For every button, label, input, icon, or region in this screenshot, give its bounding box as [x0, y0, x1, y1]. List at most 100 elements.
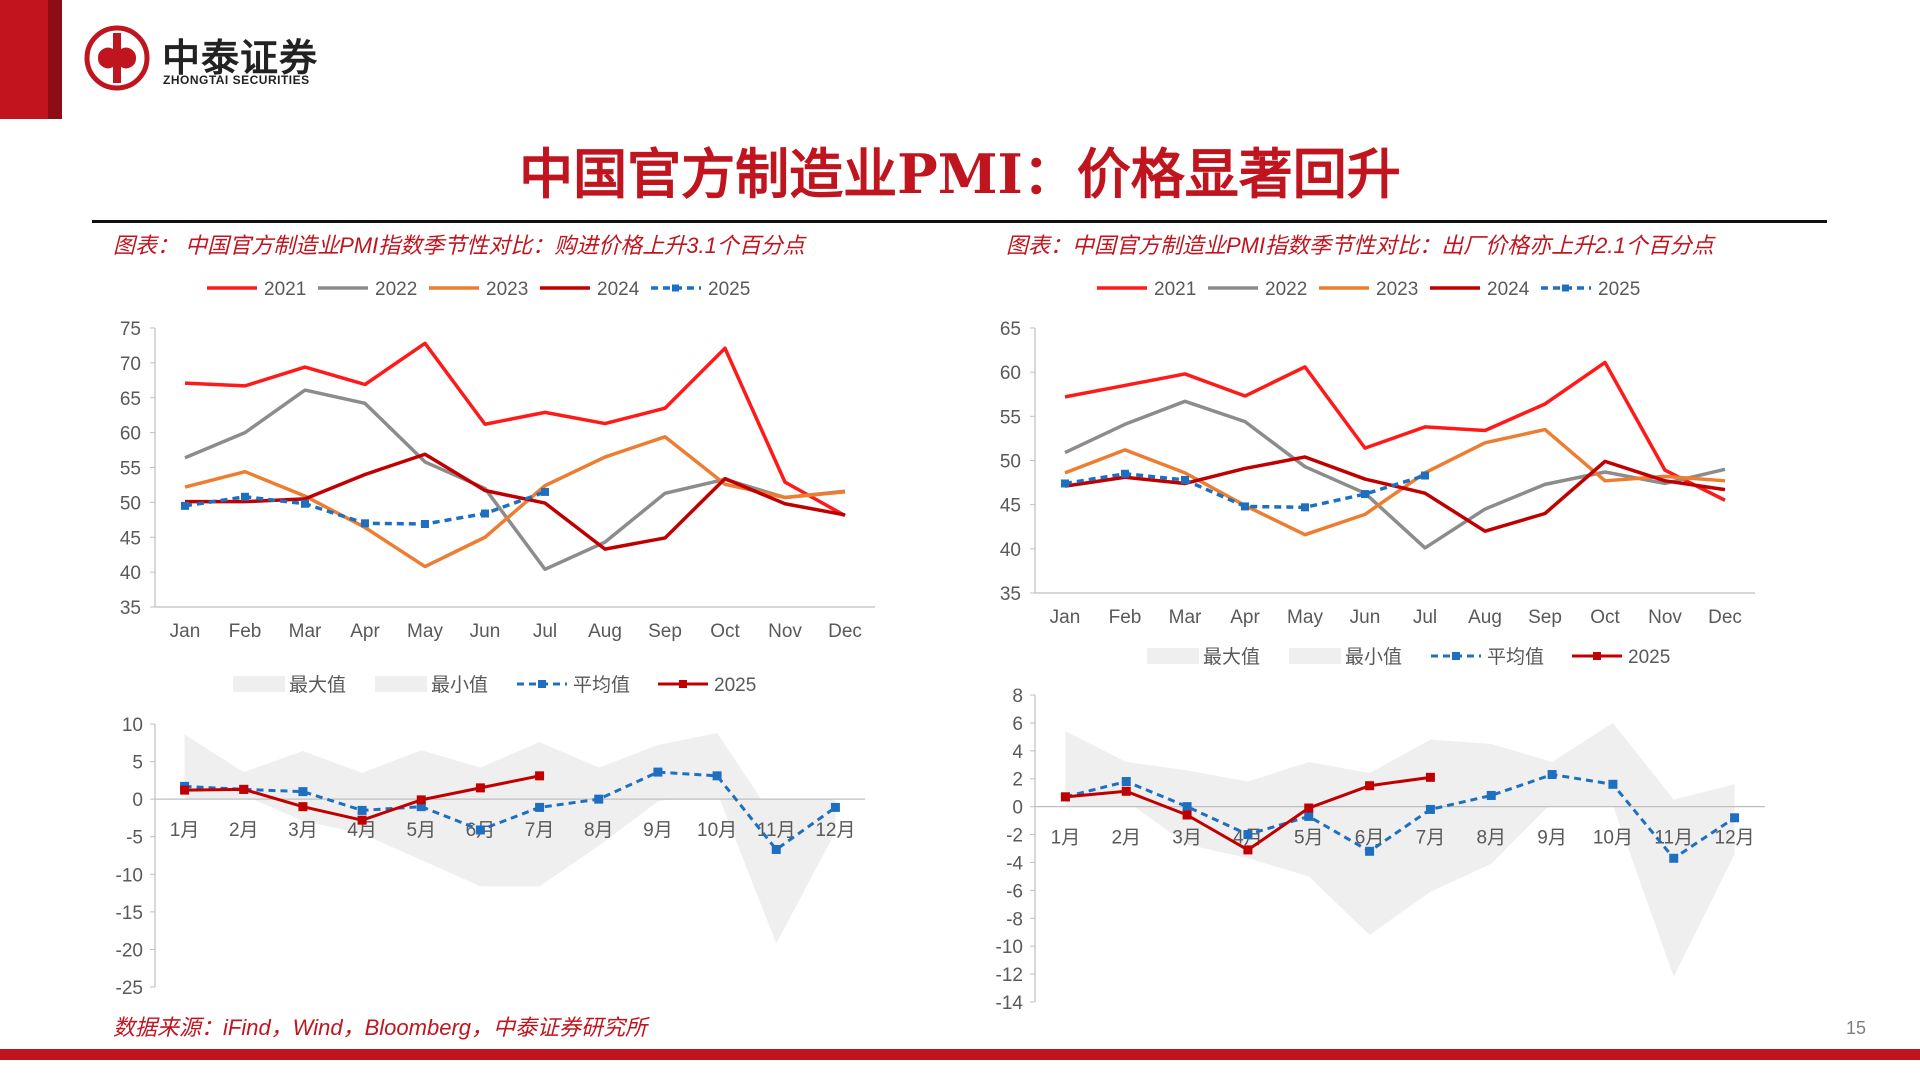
- legend-label: 2025: [1628, 647, 1670, 668]
- legend-label: 最大值: [1203, 646, 1260, 668]
- x-tick-label: Dec: [828, 621, 862, 642]
- x-tick-label: Jun: [1350, 607, 1381, 628]
- y-tick-label: 2: [1012, 770, 1023, 791]
- series-line-2021: [184, 341, 846, 518]
- series-point-平均值: [1669, 853, 1679, 863]
- series-point-2025: [1425, 772, 1435, 782]
- x-tick-label: Mar: [1169, 607, 1202, 628]
- x-tick-label: 10月: [697, 820, 737, 841]
- series-point-平均值: [1425, 804, 1435, 814]
- x-tick-label: 9月: [1537, 828, 1567, 849]
- y-tick-label: 65: [1000, 319, 1021, 340]
- bottom-accent-bar: [0, 1049, 1920, 1060]
- y-tick-label: -5: [126, 828, 143, 849]
- brand-name-en: ZHONGTAI SECURITIES: [163, 73, 310, 87]
- series-line-2023: [1064, 427, 1726, 537]
- chart-purchase-price-mom-range: -25-20-15-10-505101月2月3月4月5月6月7月8月9月10月1…: [116, 674, 865, 999]
- series-point-平均值: [1486, 790, 1496, 800]
- series-point-2025: [239, 784, 249, 794]
- title-divider: [92, 220, 1827, 223]
- x-tick-label: Jan: [170, 621, 201, 642]
- x-tick-label: 8月: [584, 820, 614, 841]
- y-tick-label: 50: [1000, 452, 1021, 473]
- legend-label: 2022: [375, 279, 417, 300]
- series-point-平均值: [1365, 846, 1375, 856]
- series-point-平均值: [1547, 770, 1557, 780]
- series-point-平均值: [357, 805, 367, 815]
- series-point-2025: [1182, 810, 1192, 820]
- series-point-2025: [1181, 475, 1189, 484]
- series-point-2025: [421, 519, 429, 528]
- legend-label: 2025: [1598, 279, 1640, 300]
- legend-label: 2025: [708, 279, 750, 300]
- x-tick-label: 12月: [1715, 828, 1755, 849]
- series-line-2023: [184, 435, 846, 569]
- y-tick-label: -14: [996, 993, 1024, 1010]
- zhongtai-logo-icon: [84, 25, 150, 91]
- y-tick-label: -20: [116, 940, 143, 961]
- y-tick-label: 75: [120, 319, 141, 340]
- series-point-2025: [1421, 471, 1429, 480]
- y-tick-label: 45: [120, 528, 141, 549]
- series-point-平均值: [830, 802, 840, 812]
- x-tick-label: Jan: [1050, 607, 1081, 628]
- series-point-2025: [1304, 803, 1314, 813]
- caption-output-price: 图表：中国官方制造业PMI指数季节性对比：出厂价格亦上升2.1个百分点: [1006, 233, 1714, 258]
- y-tick-label: -10: [996, 937, 1023, 958]
- data-source-note: 数据来源：iFind，Wind，Bloomberg，中泰证券研究所: [113, 1015, 648, 1040]
- x-tick-label: Jul: [1413, 607, 1437, 628]
- band-min-area: [1065, 801, 1735, 977]
- legend-label: 2021: [264, 279, 306, 300]
- series-point-2025: [1241, 502, 1249, 511]
- series-point-2025: [1361, 490, 1369, 499]
- series-point-平均值: [1121, 777, 1131, 787]
- series-point-平均值: [1182, 802, 1192, 812]
- legend-label: 2024: [597, 279, 640, 300]
- y-tick-label: -6: [1006, 881, 1023, 902]
- chart-purchase-price-seasonal: 35 40 45 50 55 60 65 70 75 Jan Feb Mar Apr May Jun Jul A…: [120, 279, 875, 642]
- series-point-平均值: [1243, 830, 1253, 840]
- legend-marker: [1562, 284, 1569, 292]
- y-tick-label: 0: [132, 790, 143, 811]
- y-tick-label: 40: [1000, 540, 1021, 561]
- series-point-平均值: [416, 802, 426, 812]
- series-point-2025: [357, 815, 367, 825]
- x-tick-label: 9月: [643, 820, 673, 841]
- y-tick-label: 60: [120, 424, 141, 445]
- x-tick-label: Sep: [648, 621, 682, 642]
- x-tick-label: 7月: [1416, 828, 1446, 849]
- legend-label: 2024: [1487, 279, 1530, 300]
- y-tick-label: -10: [116, 865, 143, 886]
- x-tick-label: Oct: [710, 621, 740, 642]
- legend-label: 最大值: [289, 674, 346, 696]
- brand-name-cn: 中泰证券: [162, 38, 319, 80]
- y-tick-label: -4: [1006, 853, 1023, 874]
- legend-swatch: [1289, 648, 1341, 664]
- y-tick-label: 65: [120, 389, 141, 410]
- y-tick-label: 35: [1000, 584, 1021, 605]
- x-tick-label: Nov: [768, 621, 802, 642]
- series-point-2025: [535, 771, 545, 781]
- x-tick-label: Aug: [588, 621, 622, 642]
- legend-marker: [1593, 652, 1601, 660]
- x-tick-label: 2月: [229, 820, 259, 841]
- brand-logo: 中泰证券 ZHONGTAI SECURITIES: [84, 25, 344, 95]
- series-point-2025: [180, 785, 190, 795]
- x-tick-label: 4月: [347, 820, 377, 841]
- x-tick-label: Aug: [1468, 607, 1502, 628]
- series-point-平均值: [535, 802, 545, 812]
- series-line-平均值: [184, 770, 837, 851]
- series-point-2025: [475, 783, 485, 793]
- x-tick-label: 8月: [1476, 828, 1506, 849]
- series-point-2025: [1060, 792, 1070, 802]
- series-point-2025: [181, 501, 189, 510]
- legend-label: 2025: [714, 675, 756, 696]
- y-tick-label: -12: [996, 965, 1023, 986]
- series-point-2025: [1243, 845, 1253, 855]
- legend-label: 2022: [1265, 279, 1307, 300]
- series-point-2025: [301, 499, 309, 508]
- series-line-2021: [1064, 360, 1726, 502]
- x-tick-label: Nov: [1648, 607, 1682, 628]
- series-point-2025: [1301, 503, 1309, 512]
- legend-label: 最小值: [1345, 646, 1402, 668]
